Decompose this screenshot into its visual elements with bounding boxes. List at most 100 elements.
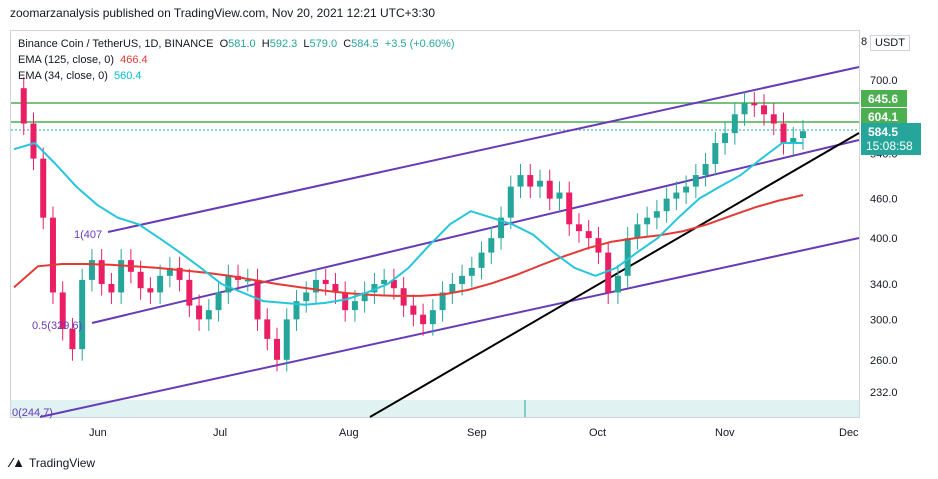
candle-body [157,275,164,293]
currency-prefix: 8 [861,36,868,48]
legend-o-label: O [219,38,229,50]
candle-body [790,138,797,144]
currency-button[interactable]: USDT [870,35,910,51]
candle-body [498,217,505,239]
legend-l-label: L [303,38,310,50]
candle-body [49,217,56,293]
candle-body [488,238,495,253]
badge-countdown-text: 15:08:58 [866,139,913,153]
candle-body [322,279,329,285]
footer-brand[interactable]: TradingView [29,455,96,470]
candle-body [663,198,670,212]
legend-o: 581.0 [228,38,256,50]
candle-body [800,131,806,139]
legend-change: +3.5 (+0.60%) [384,38,455,50]
fib-label-mid: 0.5(329.6) [32,320,82,332]
candle-body [459,275,466,285]
candle-body [439,292,446,311]
chart-frame[interactable] [10,30,860,418]
candle-body [692,175,699,187]
candle-body [147,288,154,293]
time-tick: Dec [839,427,859,439]
candle-body [381,279,388,285]
candle-body [517,175,524,187]
candle-body [303,292,310,302]
price-tick: 700.0 [870,75,898,87]
candle-body [312,279,319,293]
candle-body [644,217,651,225]
candle-body [332,284,339,293]
price-tick: 300.0 [870,314,898,326]
candle-body [166,267,173,276]
candle-body [205,310,212,320]
candle-body [556,192,563,199]
candle-body [634,224,641,239]
candle-body [69,328,76,350]
time-tick: Nov [715,427,735,439]
candle-body [527,175,534,187]
candle-body [118,260,125,293]
candle-body [507,186,514,218]
badge-last-text: 584.5 [868,125,898,139]
candle-body [137,271,144,289]
candle-body [274,338,280,360]
candle-body [176,267,183,280]
time-tick: Oct [589,427,606,439]
legend-ema34-row[interactable]: EMA (34, close, 0) 560.4 [18,68,455,84]
candle-body [88,260,95,280]
candle-body [244,279,251,282]
candle-body [410,305,417,315]
candle-body [624,238,631,276]
tradingview-logo-icon[interactable]: ⁄▲ [10,455,26,470]
price-tick: 340.0 [870,279,898,291]
candle-body [751,103,758,106]
candle-body [566,192,573,225]
candle-body [712,143,719,164]
candle-body [449,284,456,293]
candle-body [653,211,660,218]
candle-body [741,103,748,115]
legend-ema125-label: EMA (125, close, 0) [18,54,114,66]
candle-body [702,163,709,176]
time-tick: Jul [213,427,227,439]
candle-body [283,319,290,360]
legend-c-label: C [343,38,352,50]
legend-symbol: Binance Coin / TetherUS, 1D, BINANCE [18,38,214,50]
badge-last [861,123,921,155]
candle-body [478,252,485,268]
legend-l: 579.0 [309,38,338,50]
candle-body [196,305,203,320]
candle-body [225,275,232,293]
candle-body [731,114,738,134]
candle-body [429,310,436,325]
channel-bottom-line [39,237,860,418]
time-tick: Jun [89,427,107,439]
candle-body [546,180,553,199]
candle-body [20,88,27,124]
candle-body [108,284,115,293]
candle-body [30,123,37,159]
ema125-line [13,194,804,297]
time-axis[interactable]: Jun Jul Aug Sep Oct Nov Dec [89,427,859,439]
candles-group [20,77,806,372]
candle-body [722,133,729,144]
badge-645 [861,90,907,107]
badge-645-text: 645.6 [868,92,898,106]
legend-h: 592.3 [269,38,298,50]
ema34-line [13,141,803,306]
candle-body [40,158,47,218]
chart-legend: Binance Coin / TetherUS, 1D, BINANCE O58… [18,36,455,84]
candle-body [673,192,680,199]
price-tick: 232.0 [870,387,898,399]
candle-body [59,292,66,329]
price-tick: 460.0 [870,194,898,206]
candle-body [575,224,582,232]
candle-body [79,279,86,350]
legend-ema125-row[interactable]: EMA (125, close, 0) 466.4 [18,52,455,68]
legend-c: 584.5 [351,38,379,50]
channel-top-line [107,66,860,233]
candle-body [605,252,612,293]
legend-ohlc-row: Binance Coin / TetherUS, 1D, BINANCE O58… [18,36,455,52]
fib-label-top: 1(407 [74,229,102,241]
